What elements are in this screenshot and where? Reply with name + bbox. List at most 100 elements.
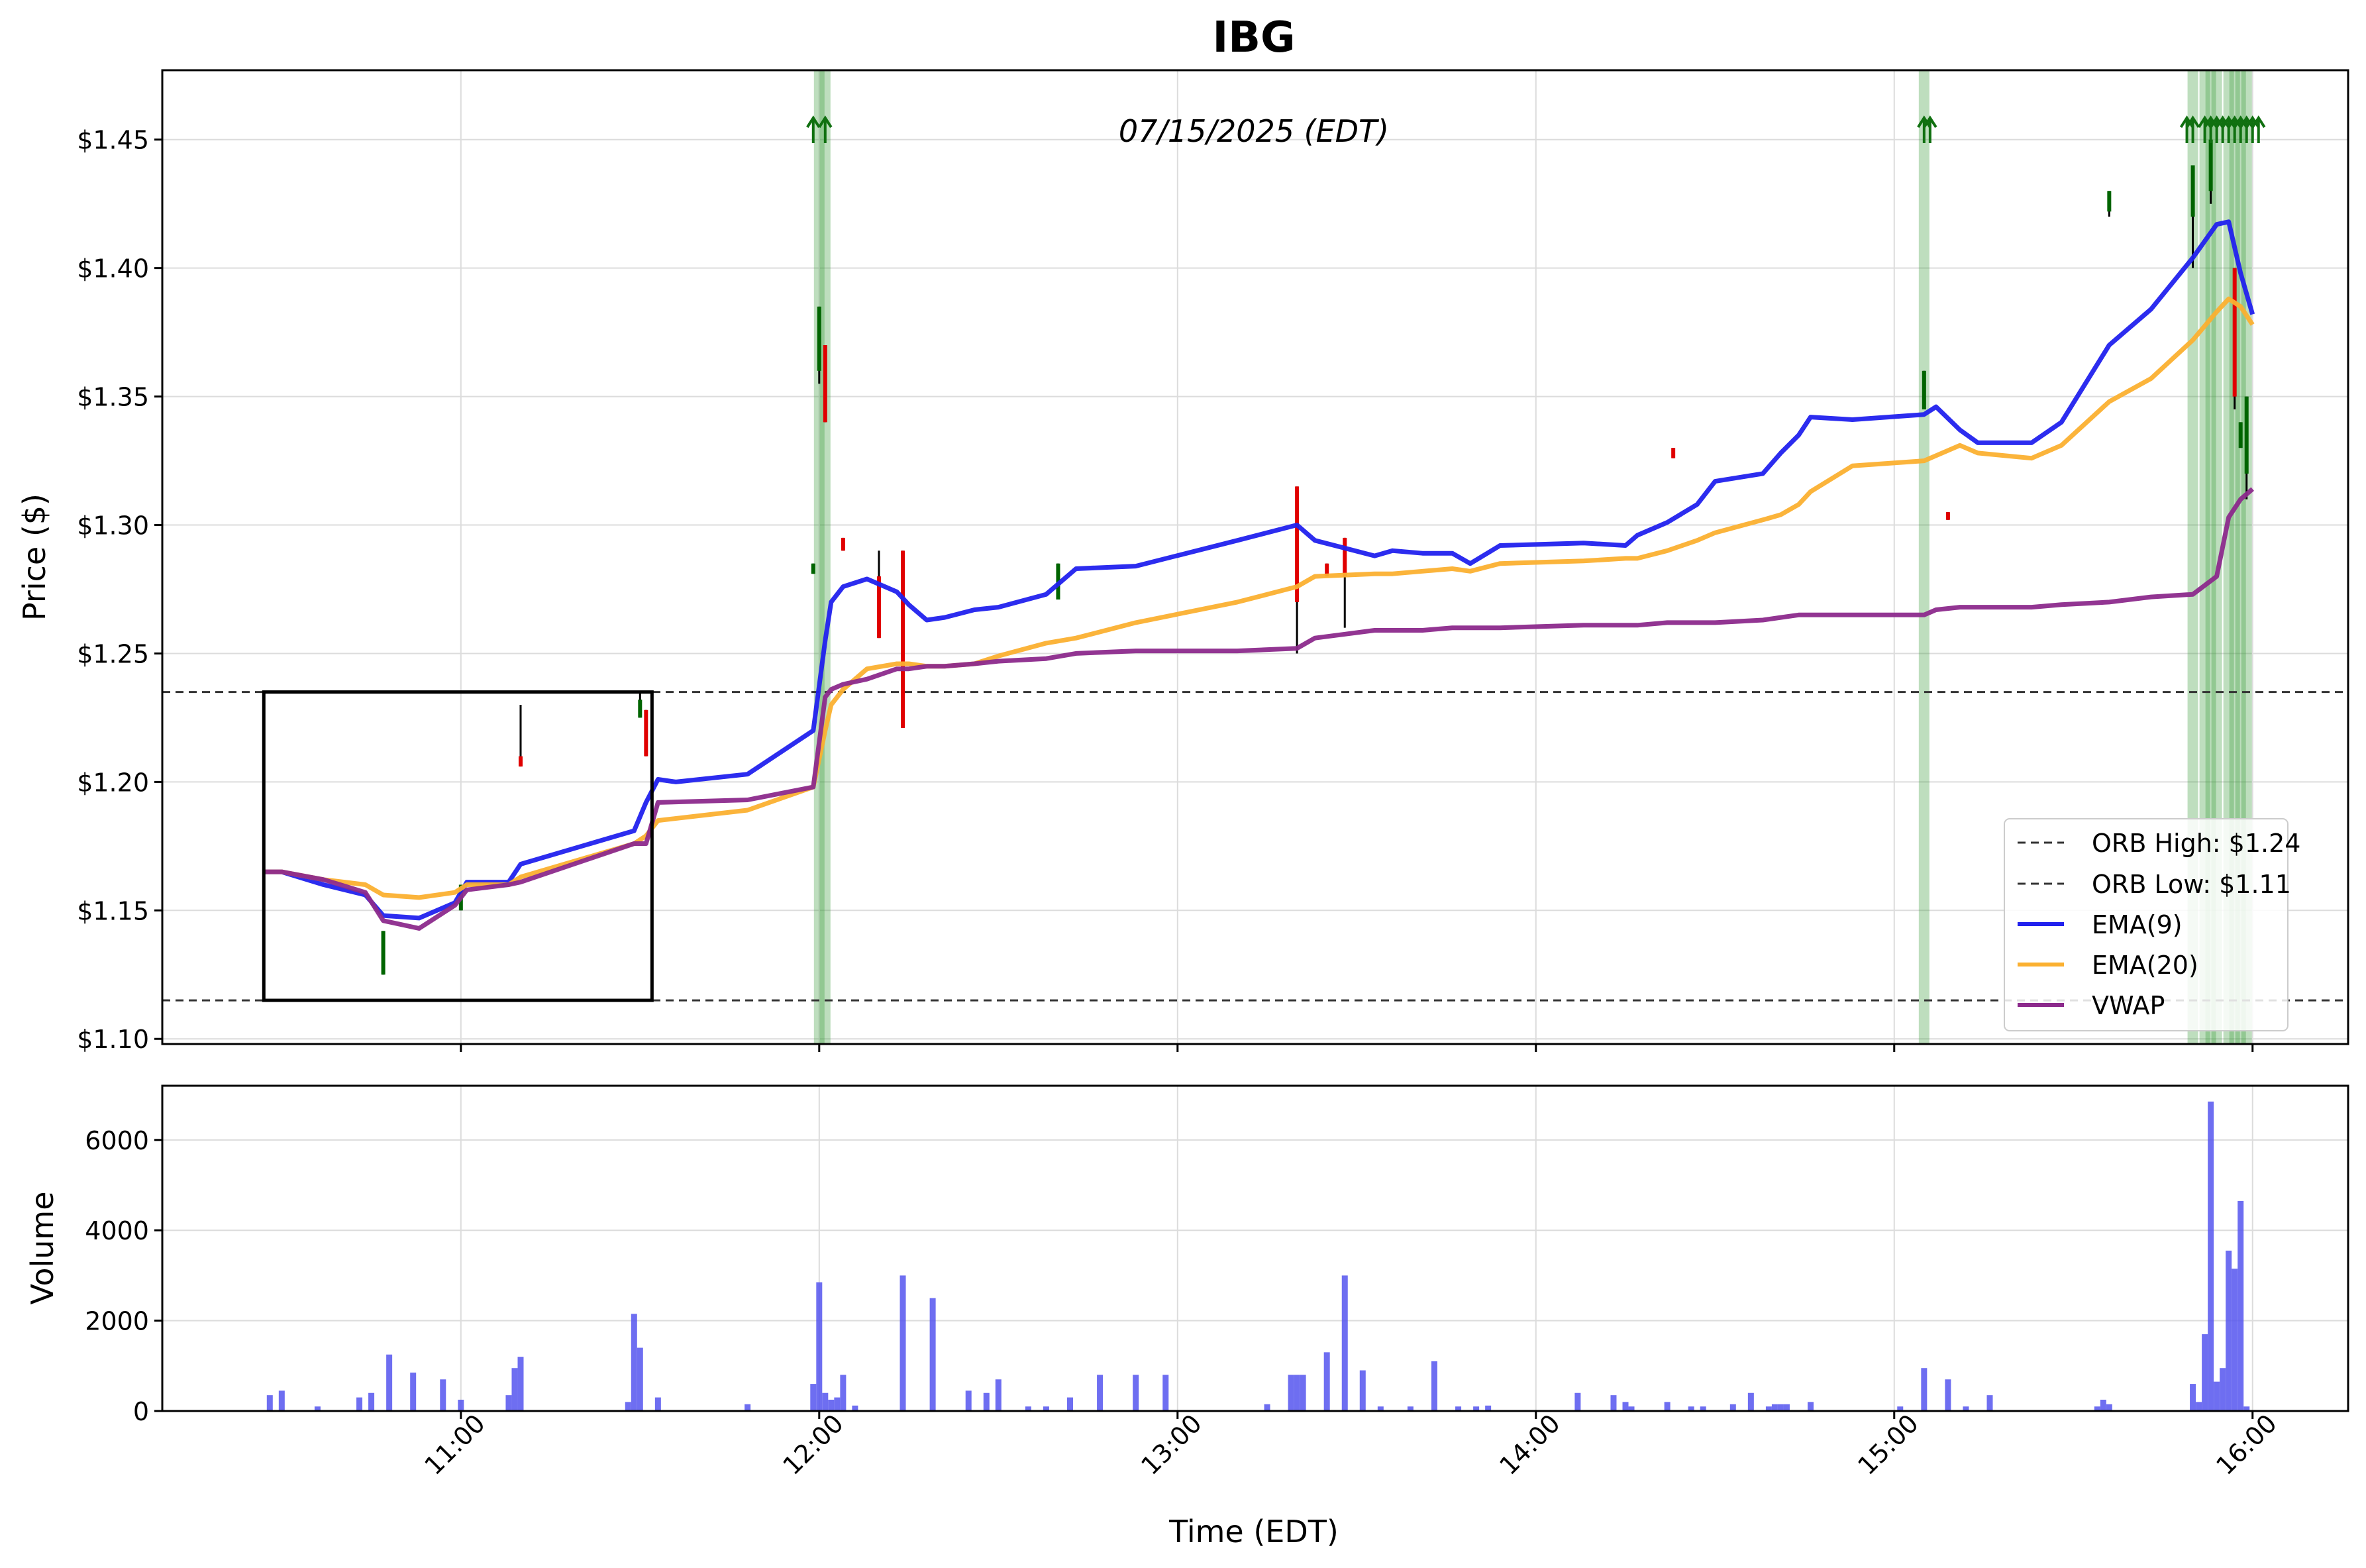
candle-body	[876, 576, 881, 639]
candle-body	[901, 550, 905, 728]
signal-arrow-head	[2197, 115, 2212, 129]
candle-body	[823, 345, 827, 423]
candle-body	[2244, 396, 2249, 474]
volume-y-tick-label: 0	[133, 1397, 149, 1426]
volume-y-tick-label: 6000	[85, 1126, 149, 1155]
legend-label-vwap: VWAP	[2092, 991, 2165, 1020]
volume-bar	[2226, 1250, 2232, 1411]
volume-bar	[1622, 1402, 1629, 1411]
volume-bar	[1688, 1406, 1694, 1411]
signal-arrow-head	[2234, 115, 2248, 129]
signal-arrow-head	[2203, 115, 2218, 129]
signal-arrow-head	[1917, 115, 1931, 129]
volume-bars	[266, 1101, 2250, 1411]
volume-bar	[1628, 1406, 1635, 1411]
volume-bar	[2190, 1384, 2196, 1411]
volume-bar	[1162, 1375, 1169, 1411]
volume-bar	[1407, 1406, 1414, 1411]
volume-bar	[1700, 1406, 1706, 1411]
price-y-tick-label: $1.45	[77, 126, 149, 155]
volume-bar	[1986, 1395, 1993, 1411]
signal-arrow-head	[2185, 115, 2200, 129]
candle-body	[1945, 512, 1950, 520]
candle-body	[2107, 191, 2112, 212]
signal-band	[1918, 70, 1929, 1044]
volume-y-tick-label: 4000	[85, 1216, 149, 1245]
orb-box	[262, 690, 654, 1002]
volume-bar	[1377, 1406, 1384, 1411]
volume-bar	[625, 1402, 631, 1411]
volume-y-axis: 0 2000 4000 6000	[85, 1126, 162, 1426]
volume-bar	[2106, 1404, 2112, 1411]
candle-body	[1922, 370, 1926, 409]
signal-band	[2187, 70, 2198, 1044]
volume-bar	[1777, 1404, 1784, 1411]
volume-bar	[1921, 1368, 1928, 1411]
volume-bar	[965, 1390, 972, 1411]
orb-box-rect	[262, 690, 654, 1002]
volume-bar	[1264, 1404, 1270, 1411]
candle-body	[841, 537, 845, 551]
signal-band	[813, 70, 825, 1044]
signal-arrow-head	[2179, 115, 2194, 129]
volume-bar	[2220, 1368, 2226, 1411]
candle-body	[2238, 422, 2243, 448]
legend-label-orb-low: ORB Low: $1.11	[2092, 870, 2291, 899]
volume-y-axis-label: Volume	[25, 1191, 60, 1304]
price-y-tick-label: $1.35	[77, 383, 149, 412]
volume-bar	[2100, 1399, 2106, 1411]
candle-body	[638, 700, 643, 718]
price-y-axis: $1.10 $1.15 $1.20 $1.25 $1.30 $1.35 $1.40 $1.45	[77, 126, 162, 1054]
signal-band	[2229, 70, 2240, 1044]
price-panel: 07/15/2025 (EDT) $1.10$1.15$1.20$1.25$1.…	[17, 69, 2349, 1054]
volume-bar	[1783, 1404, 1790, 1411]
candle-body	[1343, 537, 1347, 577]
volume-bar	[1485, 1405, 1492, 1411]
volume-bar	[458, 1399, 464, 1411]
volume-bar	[410, 1373, 417, 1411]
signal-arrow-head	[818, 115, 833, 129]
volume-bar	[1300, 1375, 1306, 1411]
volume-bar	[1097, 1375, 1104, 1411]
candle-body	[644, 709, 648, 757]
signal-band	[2199, 70, 2210, 1044]
legend-label-ema9: EMA(9)	[2092, 910, 2183, 939]
signal-arrow-head	[2215, 115, 2230, 129]
price-plot-frame	[161, 69, 2349, 1045]
price-series-lines	[264, 219, 2255, 931]
volume-bar	[1455, 1406, 1462, 1411]
price-y-tick-label: $1.20	[77, 768, 149, 797]
chart-subtitle: 07/15/2025 (EDT)	[1119, 113, 1389, 149]
volume-bar	[852, 1405, 858, 1411]
volume-bar	[828, 1399, 835, 1411]
signal-arrow-head	[2209, 115, 2224, 129]
price-y-tick-label: $1.10	[77, 1025, 149, 1054]
volume-bar	[2214, 1381, 2220, 1411]
volume-plot-area	[162, 1086, 2348, 1411]
price-y-axis-label: Price ($)	[17, 494, 52, 621]
volume-bar	[511, 1368, 518, 1411]
volume-bar	[1359, 1370, 1366, 1411]
signal-arrows	[806, 115, 2266, 143]
legend-box	[2004, 818, 2289, 1031]
volume-bar	[983, 1392, 990, 1411]
volume-bar	[834, 1397, 841, 1411]
candle-body	[1325, 563, 1329, 577]
volume-bar	[1473, 1406, 1480, 1411]
volume-bar	[1574, 1392, 1581, 1411]
legend-label-orb-high: ORB High: $1.24	[2092, 829, 2300, 858]
volume-bar	[314, 1406, 321, 1411]
volume-bar	[1729, 1404, 1736, 1411]
volume-bar	[810, 1384, 817, 1411]
legend: ORB High: $1.24 ORB Low: $1.11 EMA(9) EM…	[2004, 818, 2300, 1031]
volume-bar	[1897, 1406, 1904, 1411]
volume-bar	[631, 1314, 637, 1411]
series-line-ema9	[264, 219, 2255, 921]
volume-bar	[2196, 1402, 2202, 1411]
volume-bar	[505, 1395, 512, 1411]
price-x-axis-ticks	[460, 1044, 2254, 1052]
volume-bar	[900, 1275, 906, 1411]
candle-body	[1295, 486, 1300, 602]
volume-bar	[637, 1347, 643, 1411]
